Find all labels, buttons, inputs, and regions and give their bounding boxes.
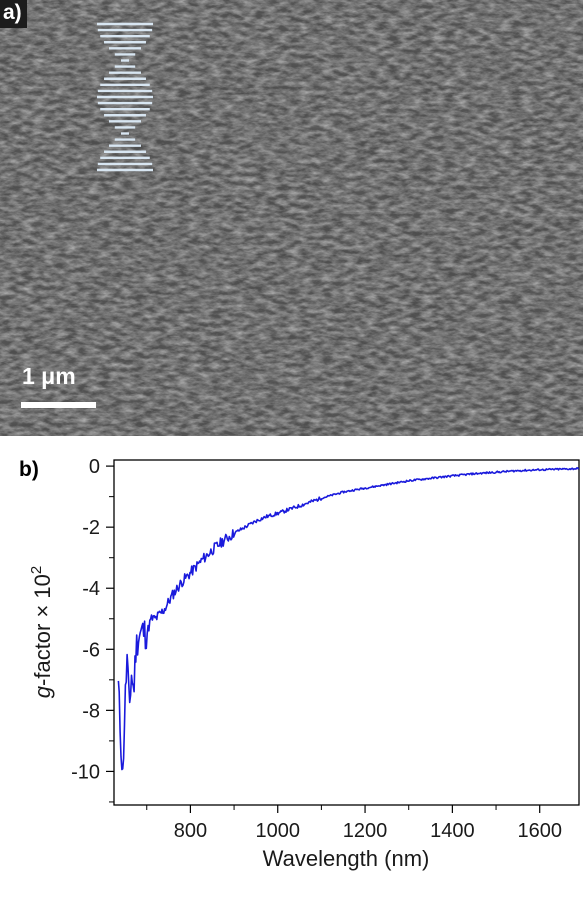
x-tick-label: 1200 [343,820,388,842]
gfactor-line-chart: 800 1000 1200 1400 1600 0 -2 -4 -6 -8 -10 Wavelen… [28,456,580,871]
panel-a-label: a) [0,0,27,28]
y-tick-label: 0 [89,456,100,478]
y-tick-label: -2 [82,517,100,539]
y-label-italic: g [30,685,55,698]
helical-stack-schematic [97,22,153,172]
x-tick-label: 1000 [255,820,300,842]
y-label-sup: 2 [28,566,45,574]
y-axis-ticks: 0 -2 -4 -6 -8 -10 [71,456,114,803]
y-tick-label: -10 [71,761,100,783]
y-tick-label: -8 [82,700,100,722]
sem-micrograph [0,0,583,436]
y-tick-label: -6 [82,639,100,661]
y-tick-label: -4 [82,578,100,600]
sem-image-panel: a) 1 μm [0,0,583,436]
x-axis-ticks: 800 1000 1200 1400 1600 [146,805,562,842]
plot-frame [113,459,580,806]
x-tick-label: 1400 [430,820,475,842]
scale-bar-label: 1 μm [22,363,76,389]
x-tick-label: 800 [174,820,207,842]
y-label-rest: -factor × 10 [30,574,55,686]
gfactor-chart-panel: b) 800 1000 1200 1400 1600 0 -2 -4 -6 -8 -10 Wave… [0,436,583,903]
x-axis-label: Wavelength (nm) [263,846,430,871]
x-tick-label: 1600 [517,820,562,842]
scale-bar [21,402,96,408]
panel-b-label: b) [19,458,39,481]
y-axis-label: g-factor × 102 [28,566,55,698]
series-line [117,467,580,771]
